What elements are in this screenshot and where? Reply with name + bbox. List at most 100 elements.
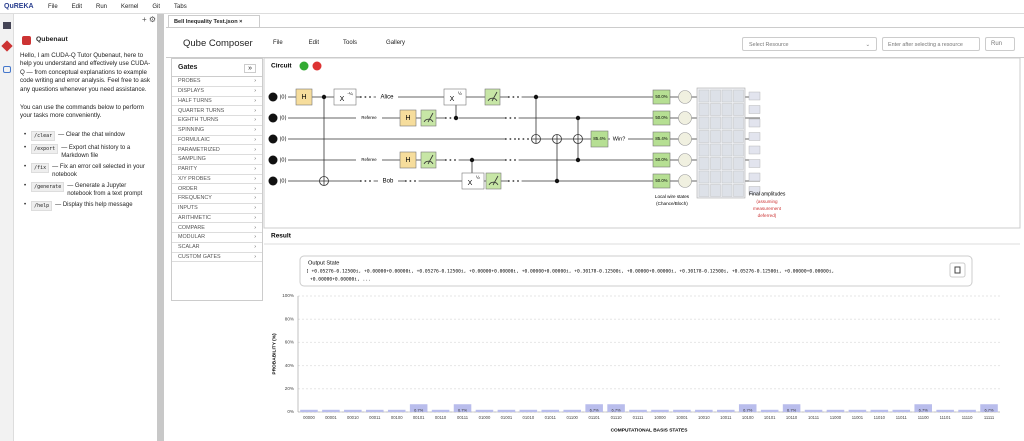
x-tick-label: 10100 [742,415,754,420]
x-tick-label: 00110 [435,415,447,420]
amplitude-bar [748,145,761,155]
copy-icon [954,266,961,274]
gate-category[interactable]: HALF TURNS › [172,97,262,107]
menu: File Edit Run Kernel Git Tabs [48,4,201,10]
x-tick-label: 01110 [611,415,623,420]
resource-select[interactable]: Select Resource ⌄ [742,37,877,51]
gate-category[interactable]: SPINNING › [172,126,262,136]
gate-category[interactable]: PROBES › [172,77,262,87]
gate-category[interactable]: SCALAR › [172,243,262,253]
command: /generate [31,181,65,192]
wire-state-label: 50.0% [655,115,667,120]
collapse-button[interactable]: » [244,64,256,73]
amplitude-cell [733,157,744,170]
composer-menu-item[interactable]: Gallery [386,40,406,46]
amplitude-cell [733,143,744,157]
files-icon[interactable] [3,22,11,29]
category-label: CUSTOM GATES [178,253,221,260]
input-state: |0⟩ [280,114,287,121]
tab[interactable]: Bell Inequality Test.json × [168,15,260,27]
resource-input[interactable]: Enter after selecting a resource [882,37,980,51]
gate-category[interactable]: FORMULAIC › [172,136,262,146]
wire-state-label: 50.0% [655,178,667,183]
meter [423,154,434,165]
gate-category[interactable]: PARITY › [172,165,262,175]
chevron: › [254,195,256,202]
amplitude-bar [748,91,761,101]
composer-menu-item[interactable]: Tools [343,40,358,46]
caption: Local wire states [655,194,690,199]
category-label: PARITY [178,166,198,173]
bar [870,409,889,412]
remove-wire[interactable] [312,61,322,71]
command-item: • /fix — Fix an error cell selected in you… [24,162,152,179]
gate-category[interactable]: SAMPLING › [172,155,262,165]
composer-menu-item[interactable]: File [273,40,283,46]
bullet: • [24,144,27,151]
gate-category[interactable]: ORDER › [172,184,262,194]
label-bg [378,176,398,186]
input-state: |0⟩ [280,177,287,184]
gate-category[interactable]: COMPARE › [172,223,262,233]
output-box [299,255,973,287]
gate-category[interactable]: FREQUENCY › [172,194,262,204]
gate-category[interactable]: QUARTER TURNS › [172,106,262,116]
x-tick-label: 11000 [830,415,842,420]
gate-category[interactable]: X/Y PROBES › [172,175,262,185]
add-wire[interactable] [299,61,309,71]
chevron: › [254,166,256,173]
x-tick-label: 11111 [984,415,995,420]
gate-exponent: -¼ [347,91,352,96]
category-label: EIGHTH TURNS [178,117,219,124]
menu-item[interactable]: Kernel [121,3,139,10]
x-tick-label: 00000 [303,415,315,420]
x-tick-label: 01001 [501,415,513,420]
menu-item[interactable]: Tabs [174,3,187,10]
value-label: 6.7% [612,407,622,412]
input-state: |0⟩ [280,93,287,100]
bloch-sphere [678,174,692,188]
bullet: • [24,182,27,189]
composer-menu-item[interactable]: Edit [308,40,320,46]
gate-category[interactable]: DISPLAYS › [172,87,262,97]
meter [423,112,434,123]
amplitude-bar [748,172,761,182]
gate-label: X [450,96,455,103]
wire-state [652,173,671,189]
gate-category[interactable]: CUSTOM GATES › [172,253,262,263]
gate-category[interactable]: ARITHMETIC › [172,214,262,224]
measure-gate [420,109,437,127]
gate-category[interactable]: EIGHTH TURNS › [172,116,262,126]
chevron: › [254,234,256,241]
bar [782,404,801,412]
gate-category[interactable]: PARAMETRIZED › [172,145,262,155]
menu-item[interactable]: File [48,3,58,10]
y-tick-label: 60% [285,340,294,345]
gate-category[interactable]: INPUTS › [172,204,262,214]
menu-item[interactable]: Edit [71,3,83,10]
caption: (Chance/Bloch) [656,201,688,206]
scrollbar[interactable] [157,14,164,441]
gate-category[interactable]: MODULAR › [172,233,262,243]
command: /help [31,200,53,211]
gate-label: H [405,115,410,122]
amplitude-cell [710,143,721,157]
run-button[interactable]: Run [985,37,1015,51]
command-description: — Generate a Jupyter notebook from a tex… [67,182,143,197]
amplitude-cell [733,116,744,130]
menu-item[interactable]: Git [152,3,161,10]
bar [695,409,713,412]
composer-menu: File Edit Tools Gallery [273,40,405,46]
gate-label: H [405,157,410,164]
category-label: SCALAR [178,244,200,251]
add-button[interactable]: + ⚙ [142,15,157,24]
x-gate [333,88,357,106]
chat-icon[interactable] [3,66,11,73]
logo: QuREKA [4,3,34,10]
copy-button[interactable] [949,262,966,278]
x-tick-label: 10110 [786,415,798,420]
bloch-sphere [678,90,692,104]
chevron: › [254,205,256,212]
amplitude-cell [698,157,710,170]
menu-item[interactable]: Run [96,3,108,10]
